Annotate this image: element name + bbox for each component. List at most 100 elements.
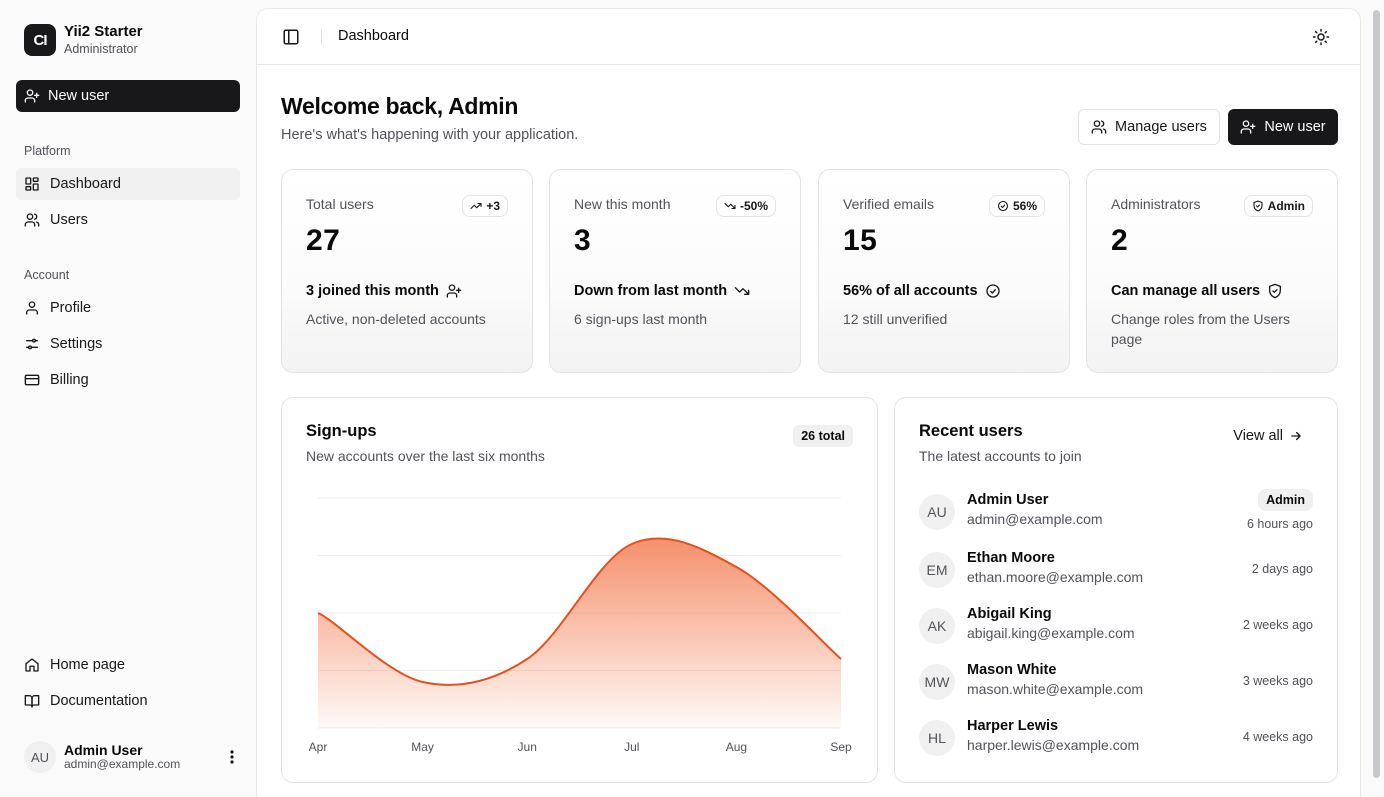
more-vertical-icon[interactable] [224, 747, 240, 767]
stat-description: 6 sign-ups last month [574, 311, 708, 327]
users-icon [24, 213, 40, 227]
sidebar-item-label: Home page [50, 657, 125, 673]
main-panel: Dashboard Welcome back, Admin Here's wha… [256, 8, 1361, 797]
brand[interactable]: CI Yii2 Starter Administrator [24, 23, 143, 57]
stat-line: Can manage all users [1111, 283, 1283, 299]
view-all-link[interactable]: View all [1233, 428, 1303, 444]
sidebar: CI Yii2 Starter Administrator New user P… [0, 0, 256, 797]
topbar: Dashboard [257, 9, 1360, 65]
view-all-label: View all [1233, 428, 1283, 444]
stat-badge-text: 56% [1012, 199, 1037, 213]
x-tick-label: Jun [518, 740, 537, 754]
sidebar-item-profile[interactable]: Profile [16, 292, 240, 324]
manage-users-label: Manage users [1115, 119, 1207, 135]
stat-line: Down from last month [574, 283, 750, 299]
list-item[interactable]: MW Mason White mason.white@example.com 3… [919, 662, 1313, 702]
stat-value: 3 [574, 224, 592, 257]
sidebar-item-documentation[interactable]: Documentation [16, 685, 240, 717]
signups-line [317, 537, 842, 686]
list-item[interactable]: AK Abigail King abigail.king@example.com… [919, 606, 1313, 646]
sidebar-item-label: Dashboard [50, 176, 121, 192]
user-email: harper.lewis@example.com [967, 737, 1140, 753]
new-user-button[interactable]: New user [1228, 109, 1338, 145]
list-item[interactable]: HL Harper Lewis harper.lewis@example.com… [919, 718, 1313, 758]
user-email: ethan.moore@example.com [967, 569, 1144, 585]
user-icon [26, 301, 38, 315]
platform-group-label: Platform [24, 144, 71, 158]
user-plus-icon [446, 284, 462, 298]
joined-time: 4 weeks ago [1242, 730, 1313, 744]
brand-name: Yii2 Starter [64, 23, 143, 40]
sidebar-item-label: Profile [50, 300, 92, 316]
home-icon [25, 658, 39, 672]
user-email: admin@example.com [967, 511, 1103, 527]
stat-card-verified-emails: Verified emails 56% 15 56% of all accoun… [818, 169, 1070, 373]
stat-badge: 56% [988, 195, 1045, 217]
credit-card-icon [24, 374, 40, 386]
check-circle-icon [997, 200, 1009, 212]
sliders-icon [26, 338, 38, 350]
signups-chart: Apr May Jun Jul Aug Sep [309, 497, 852, 754]
brand-role: Administrator [64, 41, 138, 56]
stat-badge-text: -50% [739, 199, 768, 213]
manage-users-button[interactable]: Manage users [1078, 109, 1220, 145]
user-email: abigail.king@example.com [967, 625, 1135, 641]
sidebar-item-home-page[interactable]: Home page [16, 649, 240, 681]
sidebar-item-billing[interactable]: Billing [16, 364, 240, 396]
scrollbar-thumb[interactable] [1373, 10, 1380, 778]
avatar: EM [919, 552, 955, 588]
signups-card: Apr May Jun Jul Aug Sep Sign-ups New accounts… [281, 397, 878, 783]
user-name: Ethan Moore [967, 550, 1055, 566]
total-badge: 26 total [793, 425, 853, 447]
stat-value: 15 [843, 224, 878, 257]
arrow-right-icon [1291, 431, 1301, 441]
check-circle-icon [985, 284, 1000, 298]
sidebar-item-users[interactable]: Users [16, 204, 240, 236]
signups-title: Sign-ups [306, 422, 377, 440]
sun-icon[interactable] [1312, 28, 1330, 46]
user-email: mason.white@example.com [967, 681, 1144, 697]
shield-icon [1253, 200, 1263, 212]
stat-line-text: 56% of all accounts [843, 283, 978, 299]
trending-down-icon [734, 287, 750, 295]
sidebar-item-label: Documentation [50, 693, 148, 709]
sidebar-new-user-label: New user [48, 88, 110, 104]
user-plus-icon [24, 89, 40, 103]
page-subtitle: Here's what's happening with your applic… [281, 127, 579, 143]
sidebar-toggle-icon[interactable] [282, 28, 300, 46]
x-tick-label: Aug [726, 740, 747, 754]
stat-card-new-this-month: New this month -50% 3 Down from last mon… [549, 169, 801, 373]
list-item[interactable]: EM Ethan Moore ethan.moore@example.com 2… [919, 550, 1313, 590]
stat-card-total-users: Total users +3 27 3 joined this month Ac… [281, 169, 533, 373]
shield-check-icon [1269, 283, 1282, 299]
stat-description: 12 still unverified [843, 311, 948, 327]
topbar-divider [321, 29, 322, 45]
list-item[interactable]: AU Admin User admin@example.com Admin 6 … [919, 489, 1313, 532]
signups-area [318, 538, 841, 728]
user-name: Admin User [967, 492, 1049, 508]
joined-time: 3 weeks ago [1242, 674, 1313, 688]
sidebar-new-user-button[interactable]: New user [16, 80, 240, 112]
stat-label: New this month [574, 196, 671, 212]
stat-badge-text: Admin [1267, 199, 1305, 213]
stat-line: 3 joined this month [306, 283, 462, 299]
trending-up-icon [470, 202, 482, 210]
stat-line-text: Down from last month [574, 283, 728, 299]
new-user-label: New user [1264, 119, 1326, 135]
x-tick-label: Apr [309, 740, 328, 754]
sidebar-item-settings[interactable]: Settings [16, 328, 240, 360]
users-icon [1091, 120, 1107, 134]
sidebar-item-label: Settings [50, 336, 103, 352]
recent-users-subtitle: The latest accounts to join [919, 448, 1082, 464]
user-name: Harper Lewis [967, 718, 1059, 734]
stat-badge-text: +3 [486, 199, 500, 213]
stat-value: 27 [306, 224, 341, 257]
recent-users-title: Recent users [919, 422, 1023, 440]
sidebar-user-menu[interactable]: AU Admin User admin@example.com [24, 741, 240, 773]
stat-badge: Admin [1243, 195, 1313, 217]
avatar: AK [919, 608, 955, 644]
stat-label: Total users [306, 196, 374, 212]
sidebar-item-dashboard[interactable]: Dashboard [16, 168, 240, 200]
x-tick-label: Sep [830, 740, 852, 754]
stat-line-text: 3 joined this month [306, 283, 439, 299]
